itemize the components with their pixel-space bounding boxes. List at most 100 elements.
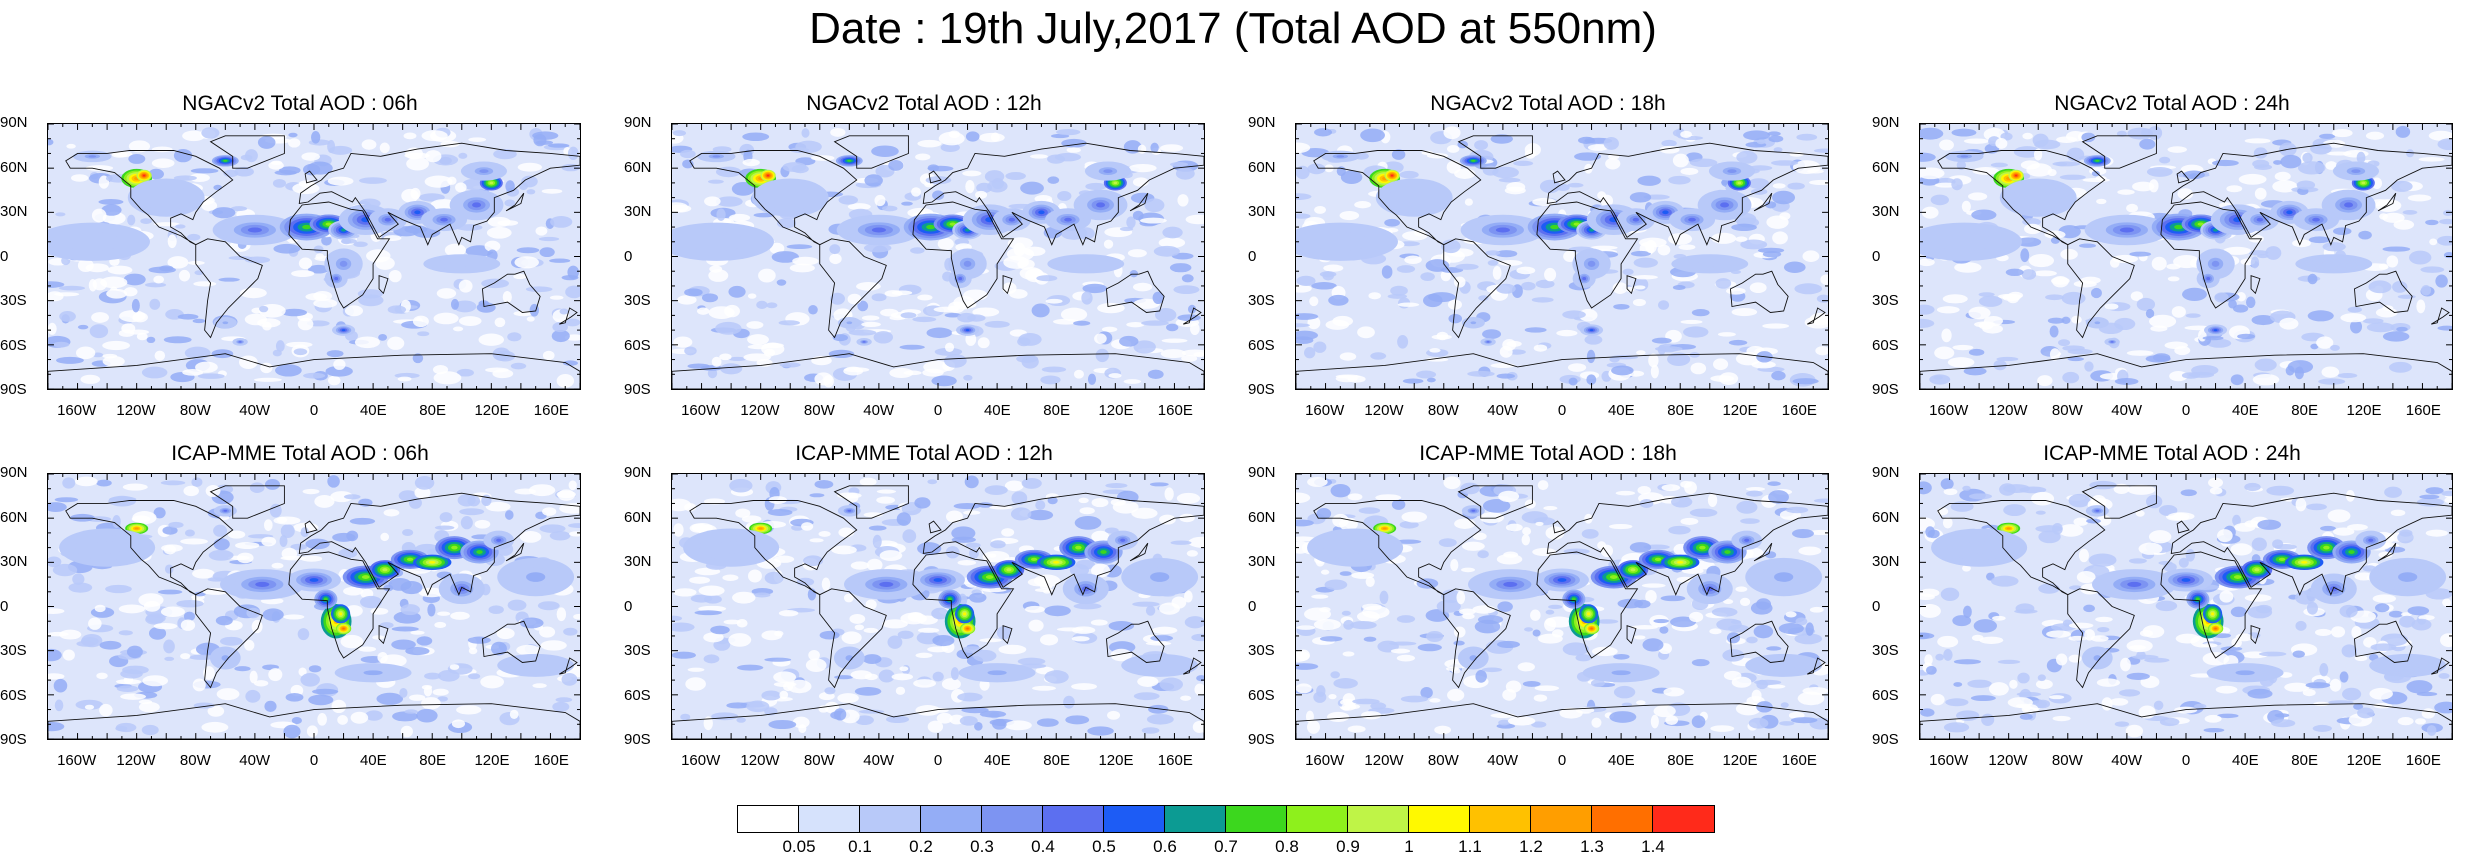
aod-cell — [767, 509, 793, 516]
aod-cell — [1496, 373, 1515, 379]
aod-cell — [830, 292, 845, 305]
aod-cell — [1802, 687, 1828, 695]
latitude-label: 0 — [624, 597, 633, 615]
coastline — [2377, 542, 2397, 562]
aod-cell — [414, 486, 431, 499]
aod-cell — [1779, 212, 1791, 221]
aod-cell — [1954, 262, 1982, 273]
aod-cell — [2022, 217, 2041, 226]
colorbar-label: 0.05 — [782, 837, 816, 856]
aod-cell — [672, 651, 696, 659]
aod-cell — [2114, 721, 2130, 727]
aod-plume-contour — [2206, 276, 2211, 281]
aod-cell — [1456, 590, 1466, 605]
aod-plume-contour — [1699, 545, 1706, 550]
aod-cell — [728, 356, 748, 362]
aod-cell — [88, 617, 102, 630]
aod-cell — [1648, 353, 1659, 368]
aod-cell — [2266, 485, 2295, 496]
aod-cell — [132, 312, 148, 323]
aod-cell — [1657, 244, 1671, 256]
aod-cell — [782, 162, 807, 172]
aod-cell — [1735, 586, 1748, 592]
aod-plume-contour — [339, 260, 348, 267]
aod-cell — [2219, 590, 2234, 603]
aod-cell — [2148, 314, 2177, 328]
aod-cell — [1330, 483, 1351, 498]
aod-cell — [689, 576, 711, 584]
aod-cell — [1805, 622, 1814, 636]
aod-cell — [1056, 128, 1081, 136]
aod-cell — [1537, 480, 1549, 491]
aod-cell — [314, 494, 335, 508]
aod-cell — [360, 595, 382, 609]
aod-cell — [1587, 144, 1609, 151]
aod-cell — [2252, 159, 2270, 169]
aod-plume-contour — [1632, 217, 1640, 222]
aod-cell — [291, 717, 302, 725]
latitude-label: 60N — [0, 508, 28, 526]
aod-cell — [2126, 350, 2154, 356]
aod-cell — [197, 373, 225, 379]
aod-cell — [2339, 671, 2349, 683]
aod-cell — [1148, 704, 1169, 714]
aod-cell — [260, 362, 273, 374]
aod-cell — [568, 523, 580, 528]
aod-plume-contour — [2256, 217, 2264, 222]
aod-cell — [1404, 255, 1422, 264]
aod-cell — [896, 512, 911, 526]
aod-cell — [1952, 344, 1974, 351]
aod-cell — [2206, 338, 2232, 348]
aod-cell — [1177, 314, 1201, 322]
latitude-label: 60N — [1248, 508, 1276, 526]
aod-cell — [1047, 176, 1060, 184]
aod-cell — [184, 529, 195, 537]
aod-cell — [1636, 700, 1646, 706]
aod-cell — [1689, 352, 1700, 358]
aod-cell — [140, 218, 152, 225]
aod-cell — [1188, 536, 1204, 548]
aod-plume-contour — [1113, 181, 1118, 185]
aod-cell — [131, 515, 151, 523]
aod-cell — [1723, 599, 1734, 605]
aod-cell — [1567, 182, 1584, 188]
aod-cell — [1467, 370, 1495, 377]
aod-plume-contour — [309, 578, 319, 582]
aod-cell — [856, 282, 881, 291]
aod-cell — [173, 148, 193, 163]
aod-plume-contour — [1935, 232, 1994, 252]
aod-cell — [2406, 680, 2433, 694]
aod-cell — [984, 170, 1005, 183]
latitude-label: 90N — [624, 114, 652, 131]
aod-cell — [879, 550, 903, 561]
aod-cell — [1107, 710, 1121, 720]
aod-cell — [89, 324, 109, 339]
aod-cell — [2331, 626, 2346, 638]
aod-cell — [1453, 626, 1466, 638]
aod-cell — [1306, 720, 1321, 734]
aod-cell — [2340, 313, 2367, 323]
aod-cell — [2223, 246, 2252, 255]
aod-plume-contour — [1705, 586, 1714, 592]
aod-cell — [684, 346, 697, 356]
aod-cell — [144, 282, 167, 288]
latitude-label: 30S — [1872, 642, 1899, 659]
aod-cell — [965, 131, 980, 142]
aod-cell — [1495, 250, 1518, 258]
aod-cell — [1296, 492, 1311, 504]
aod-cell — [425, 150, 442, 163]
aod-cell — [2443, 251, 2452, 259]
aod-cell — [1921, 206, 1939, 219]
aod-cell — [2113, 483, 2130, 495]
aod-cell — [992, 718, 1007, 730]
aod-cell — [1173, 285, 1200, 295]
aod-cell — [2333, 527, 2355, 536]
aod-cell — [1713, 358, 1729, 371]
aod-cell — [1079, 507, 1095, 515]
aod-cell — [863, 627, 879, 634]
aod-cell — [2330, 344, 2340, 351]
colorbar-swatch — [1226, 806, 1287, 832]
longitude-label: 0 — [309, 752, 319, 769]
aod-cell — [932, 635, 955, 647]
aod-cell — [1362, 603, 1382, 611]
